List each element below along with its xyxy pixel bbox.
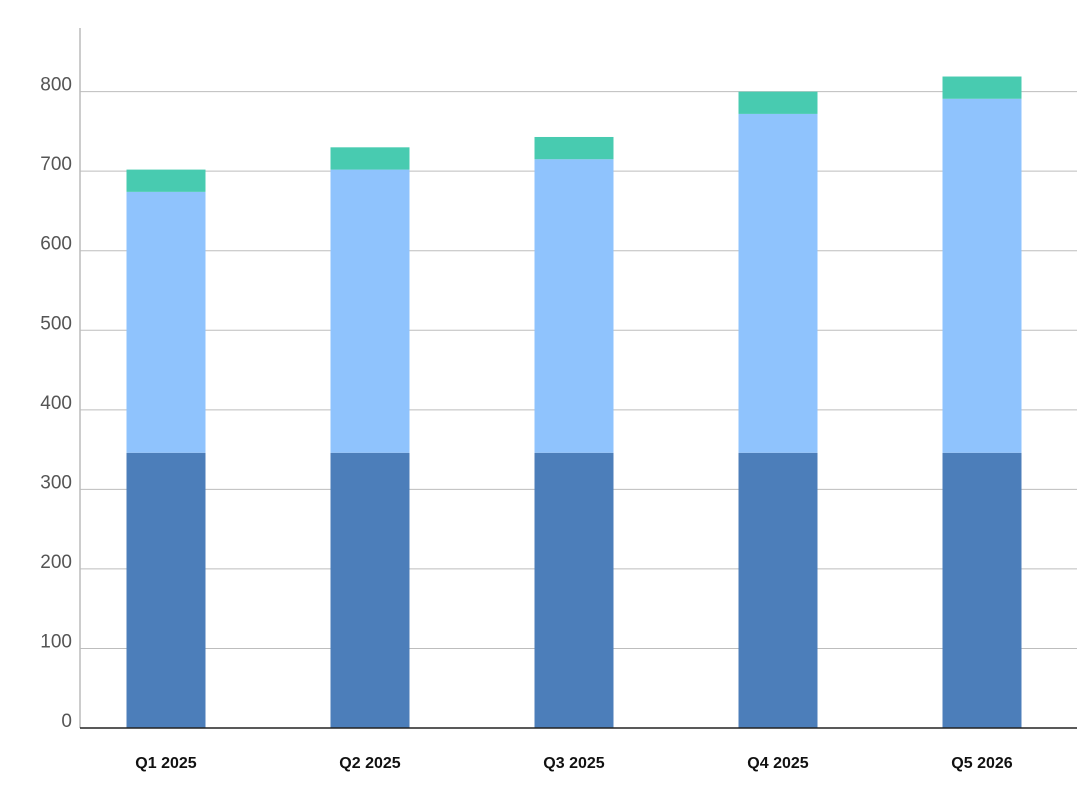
bar-segment [738,91,818,114]
y-tick-label: 100 [40,631,72,652]
y-tick-label: 800 [40,75,72,96]
x-tick-label: Q4 2025 [747,755,808,772]
bar-segment [534,159,614,453]
y-tick-label: 0 [61,711,72,732]
x-tick-label: Q5 2026 [951,755,1012,772]
bar-segment [126,169,206,192]
bar-segment [534,136,614,160]
bar-segment [942,452,1022,728]
y-tick-label: 400 [40,393,72,414]
bar-segment [534,452,614,728]
bar-segment [738,113,818,453]
y-tick-label: 500 [40,313,72,334]
bar-segment [330,169,410,453]
bar-segment [330,147,410,170]
x-tick-label: Q2 2025 [339,755,400,772]
bar-segment [126,191,206,453]
bar-segment [126,452,206,728]
y-tick-label: 300 [40,472,72,493]
bar-segment [738,452,818,728]
y-tick-label: 200 [40,552,72,573]
bar-segment [330,452,410,728]
bar-segment [942,76,1022,99]
y-tick-label: 600 [40,234,72,255]
y-tick-label: 700 [40,154,72,175]
x-tick-label: Q3 2025 [543,755,604,772]
bar-segment [942,98,1022,453]
x-tick-label: Q1 2025 [135,755,196,772]
